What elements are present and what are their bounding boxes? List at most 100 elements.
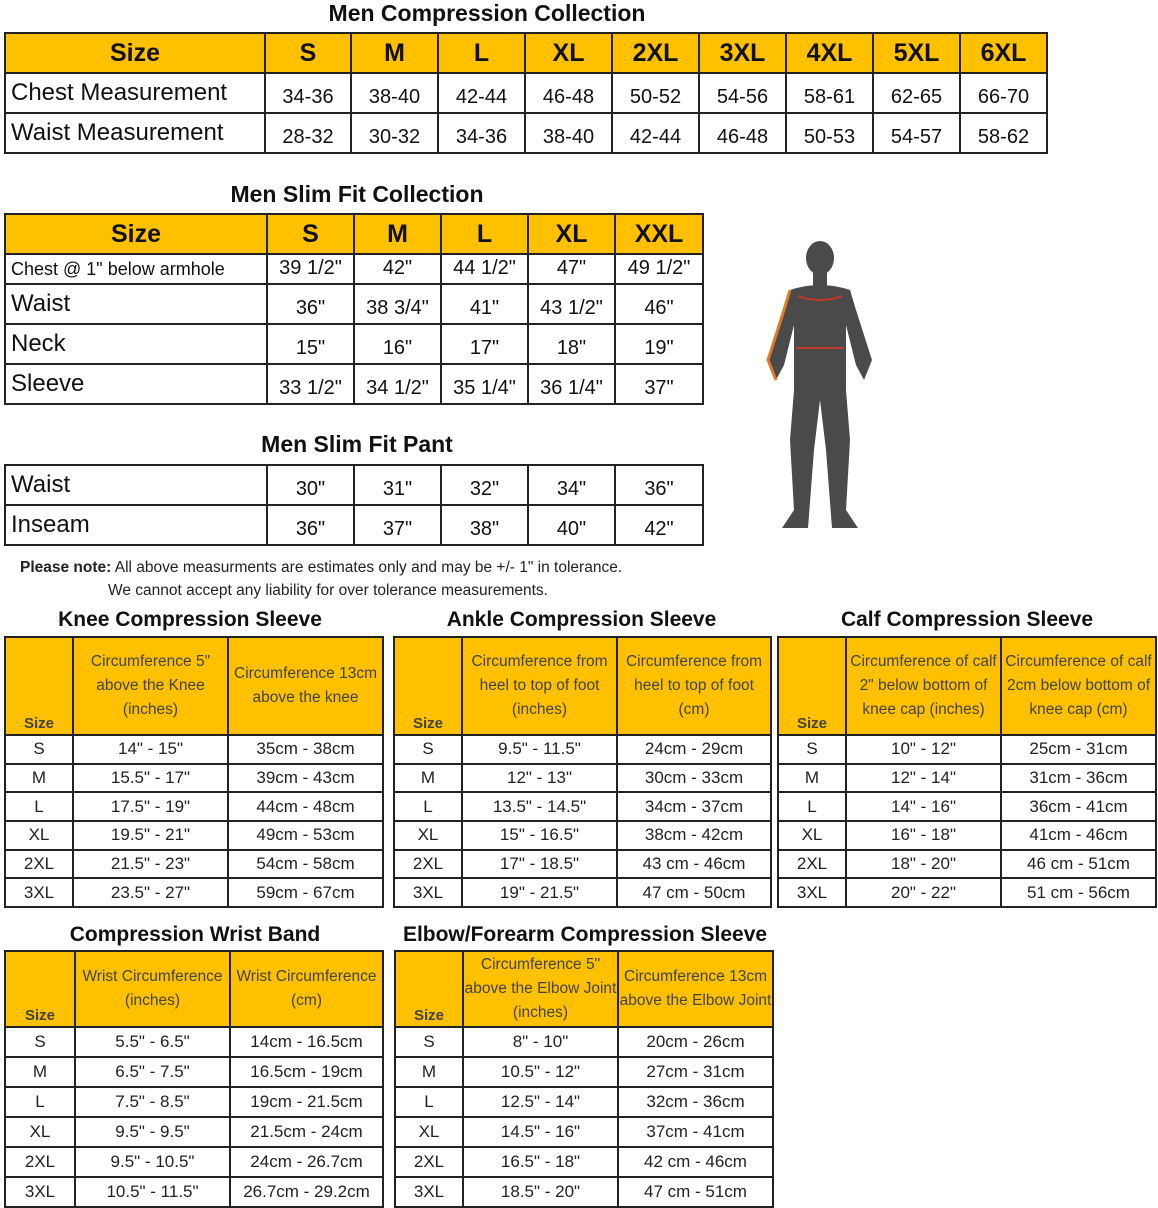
table-cell: 18.5" - 20" — [462, 1176, 619, 1208]
table-cell: 20" - 22" — [845, 877, 1002, 909]
row-label: 3XL — [777, 877, 847, 909]
table-cell: 15" — [266, 323, 355, 365]
header-row: Size Circumference from heel to top of fo… — [393, 636, 772, 736]
table-row: Chest @ 1" below armhole 39 1/2" 42" 44 1/2… — [4, 253, 704, 285]
note-line1: All above measurments are estimates only… — [111, 559, 623, 576]
table-cell: 38 3/4" — [353, 283, 442, 325]
table-cell: 42-44 — [437, 72, 526, 114]
ankle-table: Size Circumference from heel to top of fo… — [393, 636, 772, 909]
slim-table: Size S M L XL XXL Chest @ 1" below armhole 39 1… — [4, 213, 704, 405]
row-label: 3XL — [4, 877, 74, 909]
table-row: Chest Measurement 34-36 38-40 42-44 46-48 50-… — [4, 72, 1048, 114]
table-cell: 14" - 15" — [72, 734, 229, 765]
table-row: XL 14.5" - 16" 37cm - 41cm — [394, 1116, 774, 1148]
table-cell: 32" — [440, 464, 529, 506]
table-cell: 19cm - 21.5cm — [229, 1086, 384, 1118]
table-row: 2XL 21.5" - 23" 54cm - 58cm — [4, 848, 384, 880]
column-header: Circumference 13cm above the knee — [227, 636, 384, 736]
header-row: Size Circumference 5" above the Knee (inc… — [4, 636, 384, 736]
row-label: L — [394, 1086, 464, 1118]
table-cell: 58-61 — [785, 72, 874, 114]
table-cell: 9.5" - 9.5" — [74, 1116, 231, 1148]
table-cell: 44 1/2" — [440, 253, 529, 285]
table-cell: 27cm - 31cm — [617, 1056, 774, 1088]
table-row: Waist 30" 31" 32" 34" 36" — [4, 464, 704, 506]
table-cell: 21.5" - 23" — [72, 848, 229, 880]
table-row: M 12" - 14" 31cm - 36cm — [777, 762, 1157, 794]
table-row: S 9.5" - 11.5" 24cm - 29cm — [393, 734, 772, 765]
table-row: 2XL 18" - 20" 46 cm - 51cm — [777, 848, 1157, 880]
table-cell: 12.5" - 14" — [462, 1086, 619, 1118]
table-cell: 16.5" - 18" — [462, 1146, 619, 1178]
table-cell: 16" - 18" — [845, 820, 1002, 851]
row-label: L — [393, 791, 463, 823]
table-row: 2XL 9.5" - 10.5" 24cm - 26.7cm — [4, 1146, 384, 1178]
table-row: Sleeve 33 1/2" 34 1/2" 35 1/4" 36 1/4" 37" — [4, 363, 704, 405]
calf-table: Size Circumference of calf 2" below botto… — [777, 636, 1157, 909]
row-label: Neck — [4, 323, 268, 365]
column-header: M — [350, 32, 439, 74]
table-row: S 10" - 12" 25cm - 31cm — [777, 734, 1157, 765]
wrist-table: Size Wrist Circumference (inches) Wrist Ci… — [4, 950, 384, 1208]
table-row: L 13.5" - 14.5" 34cm - 37cm — [393, 791, 772, 823]
table-cell: 46-48 — [524, 72, 613, 114]
table-cell: 34-36 — [264, 72, 352, 114]
table-cell: 39cm - 43cm — [227, 762, 384, 794]
table-cell: 8" - 10" — [462, 1026, 619, 1058]
column-header: Size — [4, 950, 76, 1028]
table-cell: 7.5" - 8.5" — [74, 1086, 231, 1118]
table-cell: 32cm - 36cm — [617, 1086, 774, 1118]
table-row: 3XL 23.5" - 27" 59cm - 67cm — [4, 877, 384, 909]
column-header: Wrist Circumference (inches) — [74, 950, 231, 1028]
table-row: L 14" - 16" 36cm - 41cm — [777, 791, 1157, 823]
table-cell: 46-48 — [698, 112, 787, 154]
table-cell: 5.5" - 6.5" — [74, 1026, 231, 1058]
column-header: S — [264, 32, 352, 74]
column-header: XL — [524, 32, 613, 74]
table-cell: 37" — [614, 363, 704, 405]
table-row: M 12" - 13" 30cm - 33cm — [393, 762, 772, 794]
row-label: L — [777, 791, 847, 823]
row-label: 2XL — [777, 848, 847, 880]
table-cell: 36" — [614, 464, 704, 506]
table-cell: 38-40 — [350, 72, 439, 114]
table-row: M 15.5" - 17" 39cm - 43cm — [4, 762, 384, 794]
table-row: 3XL 10.5" - 11.5" 26.7cm - 29.2cm — [4, 1176, 384, 1208]
table-cell: 18" — [527, 323, 616, 365]
elbow-table: Size Circumference 5" above the Elbow Joi… — [394, 950, 774, 1208]
pant-title: Men Slim Fit Pant — [261, 431, 453, 457]
column-header: Circumference 5" above the Elbow Joint (… — [462, 950, 619, 1028]
table-cell: 39 1/2" — [266, 253, 355, 285]
table-cell: 17.5" - 19" — [72, 791, 229, 823]
compression-title: Men Compression Collection — [328, 0, 646, 26]
table-row: Neck 15" 16" 17" 18" 19" — [4, 323, 704, 365]
table-cell: 12" - 13" — [461, 762, 618, 794]
table-cell: 50-53 — [785, 112, 874, 154]
row-label: Sleeve — [4, 363, 268, 405]
column-header: Circumference of calf 2cm below bottom o… — [1000, 636, 1157, 736]
header-row: Size Wrist Circumference (inches) Wrist Ci… — [4, 950, 384, 1028]
column-header: 2XL — [611, 32, 700, 74]
table-cell: 10.5" - 12" — [462, 1056, 619, 1088]
table-row: L 17.5" - 19" 44cm - 48cm — [4, 791, 384, 823]
wrist-title: Compression Wrist Band — [69, 923, 321, 946]
table-row: 2XL 16.5" - 18" 42 cm - 46cm — [394, 1146, 774, 1178]
column-header: 3XL — [698, 32, 787, 74]
table-row: 3XL 18.5" - 20" 47 cm - 51cm — [394, 1176, 774, 1208]
table-cell: 30-32 — [350, 112, 439, 154]
table-row: Inseam 36" 37" 38" 40" 42" — [4, 504, 704, 546]
table-cell: 41cm - 46cm — [1000, 820, 1157, 851]
row-label: S — [393, 734, 463, 765]
table-row: XL 9.5" - 9.5" 21.5cm - 24cm — [4, 1116, 384, 1148]
table-cell: 50-52 — [611, 72, 700, 114]
row-label: L — [4, 791, 74, 823]
table-cell: 35cm - 38cm — [227, 734, 384, 765]
table-cell: 42" — [614, 504, 704, 546]
table-cell: 36" — [266, 504, 355, 546]
row-label: 3XL — [4, 1176, 76, 1208]
table-row: S 5.5" - 6.5" 14cm - 16.5cm — [4, 1026, 384, 1058]
column-header: Size — [4, 32, 266, 74]
row-label: 2XL — [4, 848, 74, 880]
table-cell: 49cm - 53cm — [227, 820, 384, 851]
table-cell: 30" — [266, 464, 355, 506]
